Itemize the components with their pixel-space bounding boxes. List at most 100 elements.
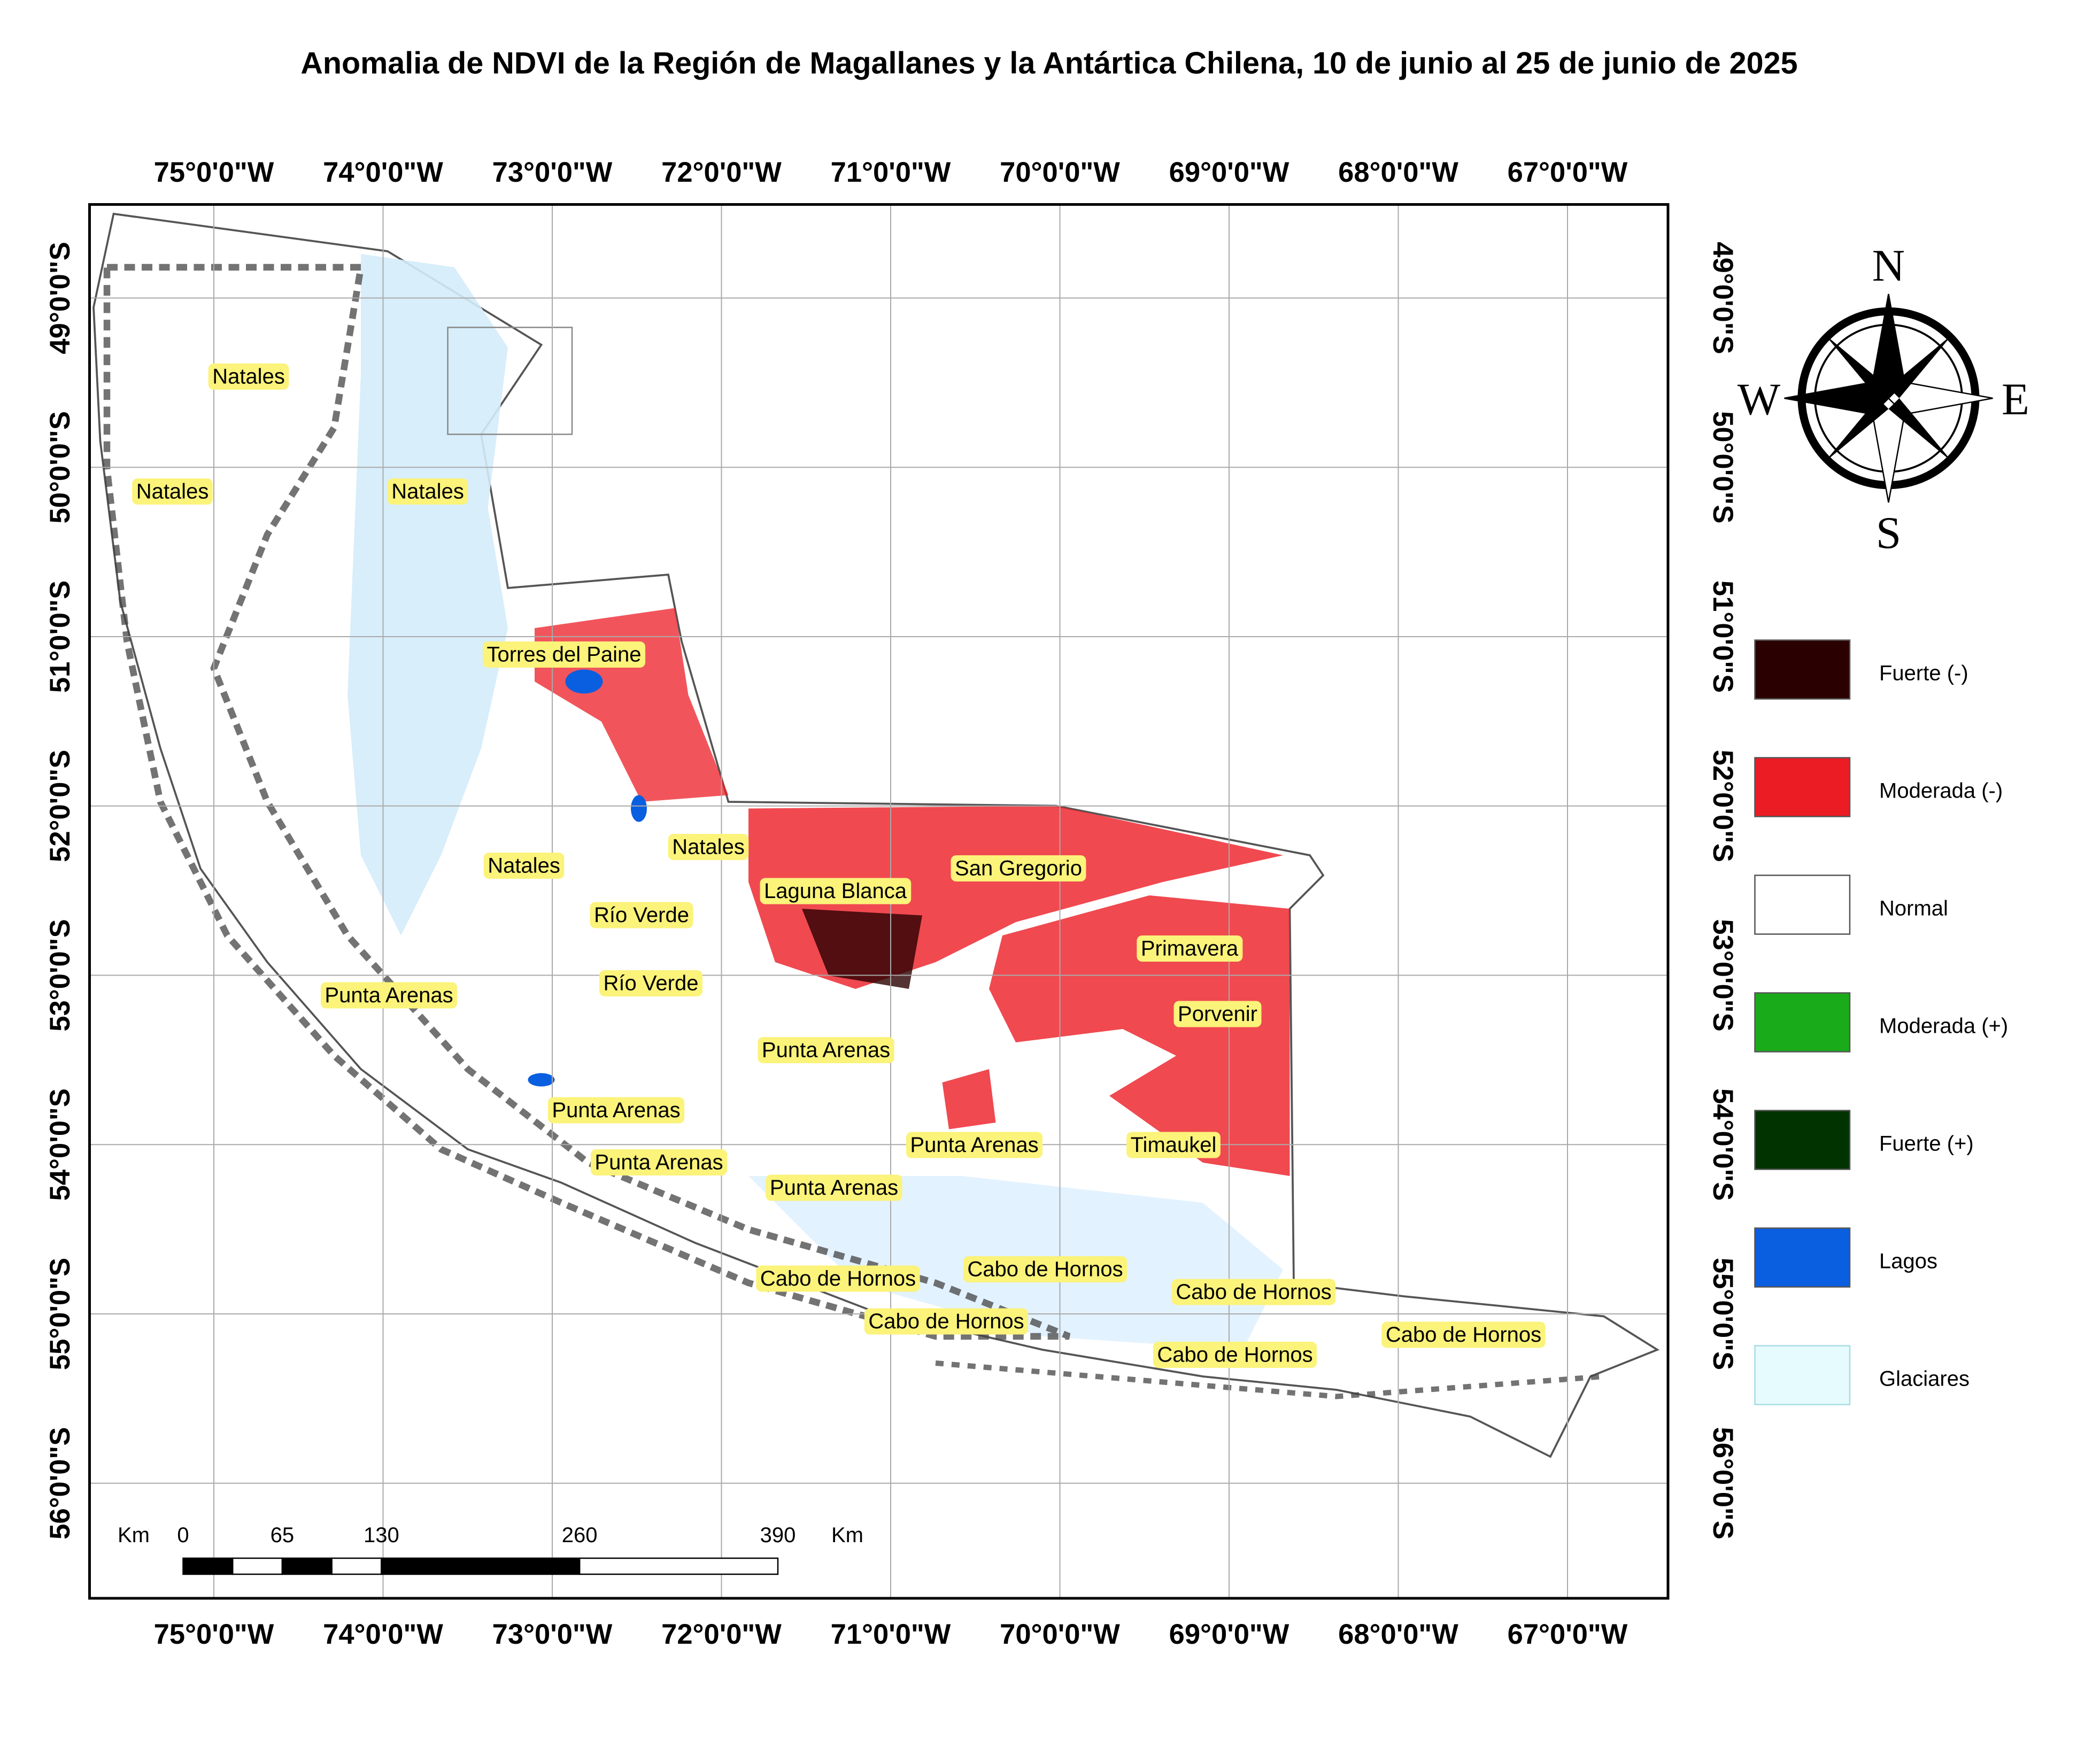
compass-point [1888,398,1953,462]
longitude-label: 70°0'0"W [1000,157,1120,188]
place-labels: Natales Natales Natales Torres del Paine Nat… [132,363,1546,1368]
longitude-label: 69°0'0"W [1169,157,1289,188]
lake [528,1073,555,1087]
place-label: Cabo de Hornos [760,1267,916,1290]
legend: Fuerte (-) Moderada (-) Normal Moderada (+)… [1754,639,2008,1405]
place-label-halo [483,853,565,879]
scale-segment [381,1557,581,1575]
legend-swatch [1754,1110,1851,1170]
legend-swatch [1754,757,1851,817]
place-label: Punta Arenas [910,1133,1038,1157]
longitude-label: 68°0'0"W [1338,157,1458,188]
anomaly-area [802,909,922,989]
longitude-label: 68°0'0"W [1338,1619,1458,1650]
latitude-label: 55°0'0"S [1707,1258,1739,1370]
place-label-halo [482,641,646,668]
place-label-halo [1137,935,1243,962]
legend-label: Fuerte (-) [1879,662,1968,685]
place-label-halo [668,834,749,860]
place-label: Timaukel [1131,1133,1217,1157]
place-label-halo [1171,1279,1336,1305]
place-label-halo [387,478,468,505]
latitude-label: 52°0'0"S [44,750,76,862]
latitude-label: 55°0'0"S [44,1258,76,1370]
longitude-label: 72°0'0"W [661,1619,782,1650]
longitude-label: 74°0'0"W [323,157,443,188]
inset-box [447,327,573,435]
place-label-halo [599,970,702,996]
graticule: 75°0'0"W 75°0'0"W 74°0'0"W 74°0'0"W 73°0'0"W… [44,157,1739,1650]
place-label: Cabo de Hornos [967,1258,1123,1281]
longitude-label: 75°0'0"W [154,157,274,188]
scale-segment [231,1557,283,1575]
compass-label: E [2002,374,2029,424]
place-label: Punta Arenas [325,984,453,1007]
place-label-halo [208,363,289,390]
place-label: Porvenir [1178,1002,1257,1026]
place-label: Río Verde [604,972,699,995]
scale-label: 390 [760,1523,796,1547]
north-arrow: N S W E [1738,241,2029,558]
longitude-label: 72°0'0"W [661,157,782,188]
scale-segment [331,1557,382,1575]
place-label-halo [766,1174,902,1201]
longitude-label: 69°0'0"W [1169,1619,1289,1650]
place-label-halo [590,1149,728,1175]
place-label-halo [756,1265,920,1292]
latitude-label: 51°0'0"S [44,581,76,693]
latitude-label: 53°0'0"S [44,919,76,1031]
place-label: Río Verde [594,903,689,927]
compass-label: S [1876,508,1901,558]
latitude-label: 54°0'0"S [44,1088,76,1201]
scale-label: 0 [177,1523,189,1547]
scale-segment [281,1557,333,1575]
latitude-label: 52°0'0"S [1707,750,1739,862]
anomaly-area [942,1069,996,1129]
scale-segment [182,1557,234,1575]
latitude-label: 50°0'0"S [1707,411,1739,523]
longitude-label: 71°0'0"W [831,1619,951,1650]
longitude-label: 73°0'0"W [492,1619,613,1650]
latitude-label: 53°0'0"S [1707,919,1739,1031]
legend-swatch [1754,639,1851,700]
scale-label: 65 [271,1523,295,1547]
place-label: Cabo de Hornos [1157,1343,1312,1367]
place-label: Cabo de Hornos [1386,1323,1541,1347]
compass-point [1824,398,1889,462]
place-label-halo [547,1097,685,1124]
scale-label: 260 [562,1523,598,1547]
latitude-label: 54°0'0"S [1707,1088,1739,1201]
compass-point [1887,381,1993,415]
place-label-halo [864,1308,1029,1335]
legend-label: Fuerte (+) [1879,1132,1974,1156]
place-label-halo [951,855,1086,881]
compass-point [1824,334,1889,398]
place-label-halo [758,1037,894,1063]
place-label: Torres del Paine [486,643,641,667]
place-label-halo [1153,1342,1317,1368]
place-label-halo [590,902,693,929]
scale-unit: Km [831,1523,863,1547]
place-label: Natales [488,854,560,878]
place-label-halo [906,1132,1043,1158]
anomaly-area [989,895,1290,1176]
map-title: Anomalia de NDVI de la Región de Magalla… [300,47,1797,81]
compass-label: W [1738,374,1781,424]
lake [565,669,603,694]
map-border [88,203,1670,1600]
longitude-label: 73°0'0"W [492,157,613,188]
place-label: Natales [212,365,285,389]
place-label: San Gregorio [955,857,1082,880]
latitude-label: 49°0'0"S [1707,242,1739,354]
longitude-label: 67°0'0"W [1508,157,1628,188]
place-label: Punta Arenas [762,1039,890,1062]
scale-label: 130 [364,1523,399,1547]
longitude-label: 71°0'0"W [831,157,951,188]
lake [631,795,647,822]
glacier-area [348,254,508,935]
scale-segment [578,1557,779,1575]
legend-label: Moderada (-) [1879,779,2003,803]
legend-label: Lagos [1879,1250,1937,1273]
legend-label: Normal [1879,897,1948,920]
